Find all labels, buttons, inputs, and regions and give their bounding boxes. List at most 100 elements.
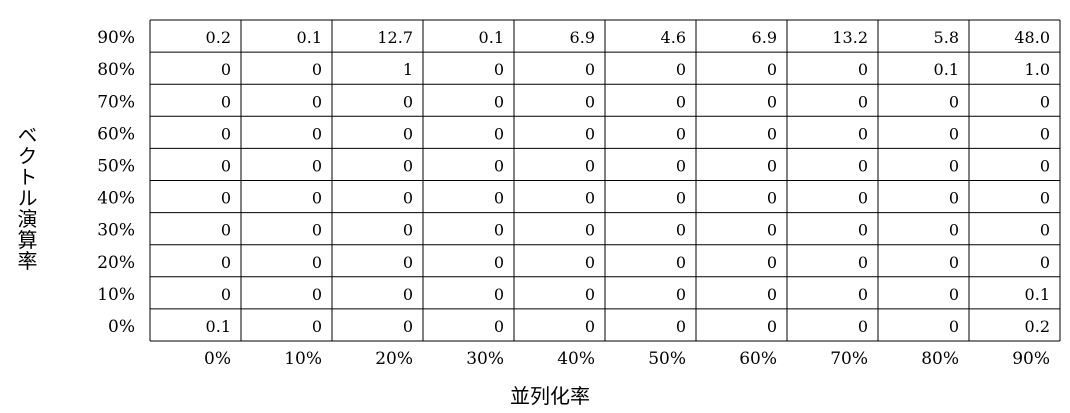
cell-value: 0 bbox=[858, 157, 868, 176]
cell-value: 12.7 bbox=[377, 28, 413, 47]
cell-value: 0 bbox=[949, 285, 959, 304]
cell-value: 0 bbox=[1040, 221, 1050, 240]
cell-value: 6.9 bbox=[752, 28, 777, 47]
cell-value: 0 bbox=[494, 253, 504, 272]
cell-value: 0 bbox=[403, 253, 413, 272]
cell-value: 0 bbox=[767, 285, 777, 304]
cell-value: 0 bbox=[767, 253, 777, 272]
cell-value: 0 bbox=[767, 221, 777, 240]
cell-value: 0 bbox=[1040, 92, 1050, 111]
cell-value: 0 bbox=[403, 124, 413, 143]
cell-value: 0 bbox=[494, 157, 504, 176]
cell-value: 4.6 bbox=[661, 28, 686, 47]
cell-value: 0.2 bbox=[206, 28, 231, 47]
cell-value: 0 bbox=[949, 157, 959, 176]
cell-value: 0 bbox=[1040, 124, 1050, 143]
cell-value: 0 bbox=[767, 60, 777, 79]
y-tick-labels: 90% 80% 70% 60% 50% 40% 30% 20% 10% 0% bbox=[97, 28, 135, 337]
y-tick-label: 80% bbox=[97, 60, 135, 80]
cell-value: 0 bbox=[221, 124, 231, 143]
cell-value: 0 bbox=[949, 253, 959, 272]
cell-value: 0 bbox=[676, 253, 686, 272]
cell-value: 0 bbox=[858, 285, 868, 304]
cell-value: 0 bbox=[221, 221, 231, 240]
cell-value: 0 bbox=[676, 317, 686, 336]
x-tick-label: 50% bbox=[648, 349, 686, 369]
cell-value: 0 bbox=[585, 285, 595, 304]
cell-values: 0.2 0.1 12.7 0.1 6.9 4.6 6.9 13.2 5.8 48.0 0 0 1 0 0 0 0… bbox=[206, 28, 1050, 336]
x-tick-label: 80% bbox=[921, 349, 959, 369]
x-tick-label: 70% bbox=[830, 349, 868, 369]
cell-value: 0 bbox=[767, 189, 777, 208]
cell-value: 0 bbox=[494, 60, 504, 79]
x-tick-label: 30% bbox=[466, 349, 504, 369]
cell-value: 0 bbox=[312, 124, 322, 143]
cell-value: 0.1 bbox=[206, 317, 231, 336]
cell-value: 1 bbox=[403, 60, 413, 79]
y-tick-label: 20% bbox=[97, 253, 135, 273]
cell-value: 0 bbox=[221, 60, 231, 79]
cell-value: 0 bbox=[676, 92, 686, 111]
x-axis-title: 並列化率 bbox=[510, 384, 590, 408]
cell-value: 0 bbox=[221, 285, 231, 304]
y-tick-label: 50% bbox=[97, 157, 135, 177]
cell-value: 0 bbox=[403, 285, 413, 304]
cell-value: 0 bbox=[312, 60, 322, 79]
cell-value: 5.8 bbox=[934, 28, 959, 47]
x-tick-label: 40% bbox=[557, 349, 595, 369]
cell-value: 0 bbox=[585, 124, 595, 143]
cell-value: 0 bbox=[858, 189, 868, 208]
cell-value: 0 bbox=[676, 189, 686, 208]
x-tick-label: 10% bbox=[284, 349, 322, 369]
cell-value: 0 bbox=[221, 92, 231, 111]
cell-value: 0 bbox=[403, 157, 413, 176]
y-tick-label: 0% bbox=[108, 317, 135, 337]
cell-value: 0.1 bbox=[934, 60, 959, 79]
cell-value: 0 bbox=[767, 317, 777, 336]
cell-value: 0 bbox=[494, 221, 504, 240]
y-tick-label: 90% bbox=[97, 28, 135, 48]
cell-value: 0 bbox=[312, 221, 322, 240]
cell-value: 0 bbox=[312, 157, 322, 176]
cell-value: 0 bbox=[858, 60, 868, 79]
cell-value: 0 bbox=[403, 92, 413, 111]
cell-value: 6.9 bbox=[570, 28, 595, 47]
cell-value: 0 bbox=[494, 124, 504, 143]
cell-value: 0 bbox=[676, 285, 686, 304]
y-tick-label: 30% bbox=[97, 221, 135, 241]
cell-value: 0 bbox=[858, 221, 868, 240]
cell-value: 0 bbox=[585, 92, 595, 111]
cell-value: 1.0 bbox=[1025, 60, 1050, 79]
cell-value: 0 bbox=[676, 221, 686, 240]
cell-value: 0 bbox=[1040, 189, 1050, 208]
x-tick-label: 0% bbox=[204, 349, 231, 369]
cell-value: 0 bbox=[312, 253, 322, 272]
cell-value: 0 bbox=[585, 317, 595, 336]
cell-value: 0 bbox=[676, 124, 686, 143]
cell-value: 0.1 bbox=[479, 28, 504, 47]
cell-value: 0 bbox=[494, 317, 504, 336]
cell-value: 0 bbox=[585, 189, 595, 208]
cell-value: 0.1 bbox=[1025, 285, 1050, 304]
cell-value: 0 bbox=[221, 157, 231, 176]
y-tick-label: 70% bbox=[97, 92, 135, 112]
cell-value: 0 bbox=[858, 253, 868, 272]
cell-value: 0 bbox=[949, 92, 959, 111]
y-tick-label: 40% bbox=[97, 189, 135, 209]
cell-value: 0 bbox=[858, 92, 868, 111]
cell-value: 0.2 bbox=[1025, 317, 1050, 336]
cell-value: 0 bbox=[858, 124, 868, 143]
grid-lines bbox=[149, 19, 1061, 342]
cell-value: 0 bbox=[221, 189, 231, 208]
cell-value: 0 bbox=[767, 124, 777, 143]
cell-value: 0 bbox=[585, 221, 595, 240]
y-axis-title: ベクトル演算率 bbox=[14, 125, 38, 272]
cell-value: 0 bbox=[494, 189, 504, 208]
x-tick-label: 20% bbox=[375, 349, 413, 369]
cell-value: 0 bbox=[767, 92, 777, 111]
x-tick-label: 90% bbox=[1012, 349, 1050, 369]
cell-value: 0 bbox=[494, 285, 504, 304]
cell-value: 0 bbox=[403, 189, 413, 208]
cell-value: 0 bbox=[949, 124, 959, 143]
cell-value: 0 bbox=[767, 157, 777, 176]
